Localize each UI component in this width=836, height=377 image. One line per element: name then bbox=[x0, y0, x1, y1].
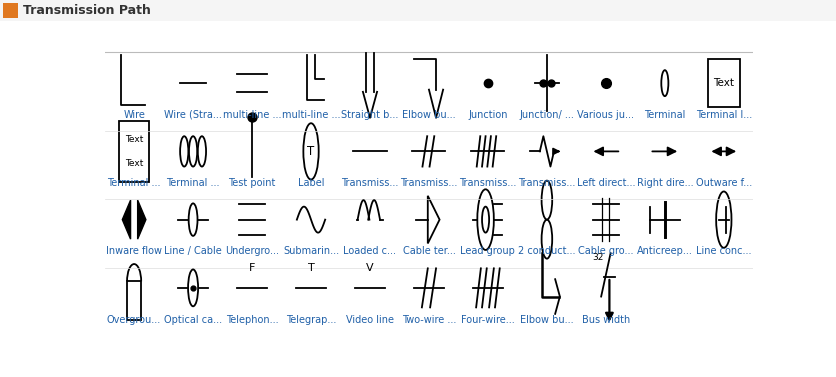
Circle shape bbox=[188, 270, 198, 306]
Text: Line conc...: Line conc... bbox=[696, 246, 751, 256]
Text: Junction/ ...: Junction/ ... bbox=[519, 110, 573, 120]
Text: Elbow bu...: Elbow bu... bbox=[401, 110, 456, 120]
Text: Two-wire ...: Two-wire ... bbox=[401, 316, 456, 325]
Text: Loaded c...: Loaded c... bbox=[343, 246, 396, 256]
Bar bbox=[127, 281, 141, 320]
Polygon shape bbox=[137, 200, 145, 239]
Text: Outware f...: Outware f... bbox=[695, 178, 751, 188]
Text: Label: Label bbox=[298, 178, 324, 188]
Text: Right dire...: Right dire... bbox=[635, 178, 692, 188]
Text: Anticreep...: Anticreep... bbox=[636, 246, 692, 256]
Text: F: F bbox=[248, 263, 255, 273]
Text: Telephon...: Telephon... bbox=[226, 316, 278, 325]
Text: Lead group: Lead group bbox=[460, 246, 515, 256]
Text: Transmiss...: Transmiss... bbox=[459, 178, 516, 188]
Text: Terminal: Terminal bbox=[644, 110, 685, 120]
Text: Telegrap...: Telegrap... bbox=[285, 316, 336, 325]
Text: Overgrou...: Overgrou... bbox=[107, 316, 161, 325]
Text: Transmission Path: Transmission Path bbox=[23, 5, 151, 17]
Text: Left direct...: Left direct... bbox=[576, 178, 635, 188]
Text: 32: 32 bbox=[591, 253, 603, 262]
Text: Inware flow: Inware flow bbox=[106, 246, 162, 256]
Text: Terminal l...: Terminal l... bbox=[695, 110, 751, 120]
Text: Optical ca...: Optical ca... bbox=[164, 316, 222, 325]
Text: Test point: Test point bbox=[228, 178, 275, 188]
Text: Cable ter...: Cable ter... bbox=[402, 246, 455, 256]
Text: 2 conduct...: 2 conduct... bbox=[517, 246, 575, 256]
Text: Transmiss...: Transmiss... bbox=[341, 178, 398, 188]
Text: Terminal ...: Terminal ... bbox=[166, 178, 220, 188]
Text: Four-wire...: Four-wire... bbox=[461, 316, 514, 325]
Text: Transmiss...: Transmiss... bbox=[517, 178, 575, 188]
Text: Junction: Junction bbox=[467, 110, 507, 120]
Text: Wire: Wire bbox=[123, 110, 145, 120]
Text: Undergro...: Undergro... bbox=[225, 246, 278, 256]
Text: multi-line ...: multi-line ... bbox=[222, 110, 281, 120]
Text: Video line: Video line bbox=[345, 316, 394, 325]
Text: Elbow bu...: Elbow bu... bbox=[519, 316, 573, 325]
Circle shape bbox=[188, 203, 197, 236]
Text: Terminal ...: Terminal ... bbox=[107, 178, 161, 188]
Text: Bus width: Bus width bbox=[581, 316, 630, 325]
Text: T: T bbox=[308, 263, 314, 273]
Text: Line / Cable: Line / Cable bbox=[164, 246, 222, 256]
Text: T: T bbox=[307, 145, 314, 158]
Text: Wire (Stra...: Wire (Stra... bbox=[164, 110, 222, 120]
FancyBboxPatch shape bbox=[707, 59, 739, 107]
Text: Text: Text bbox=[712, 78, 733, 88]
Text: Various ju...: Various ju... bbox=[577, 110, 634, 120]
Text: Transmiss...: Transmiss... bbox=[400, 178, 457, 188]
Text: Cable gro...: Cable gro... bbox=[578, 246, 633, 256]
Polygon shape bbox=[122, 200, 130, 239]
Text: Submarin...: Submarin... bbox=[283, 246, 339, 256]
Text: Text: Text bbox=[125, 159, 143, 168]
Text: Straight b...: Straight b... bbox=[341, 110, 398, 120]
Text: Text: Text bbox=[125, 135, 143, 144]
FancyBboxPatch shape bbox=[120, 121, 149, 182]
Text: multi-line ...: multi-line ... bbox=[282, 110, 340, 120]
Text: V: V bbox=[365, 263, 374, 273]
